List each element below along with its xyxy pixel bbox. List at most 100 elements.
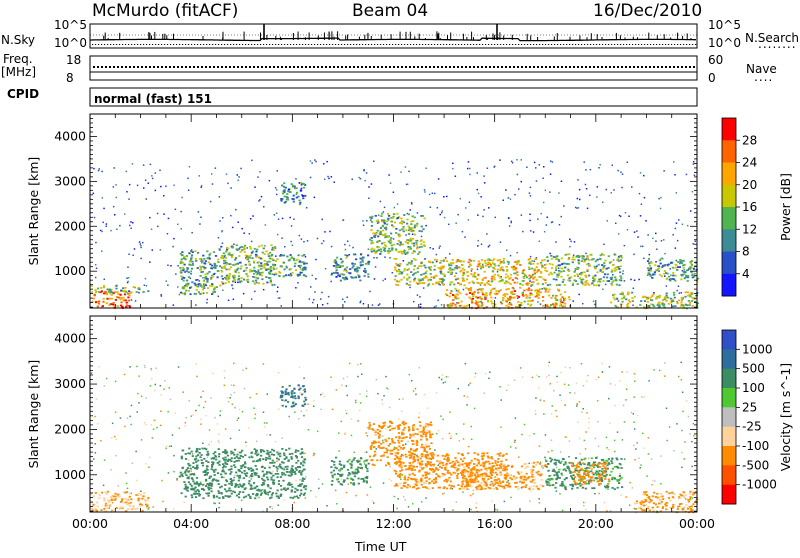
heat-cell — [290, 456, 292, 458]
heat-cell — [191, 261, 193, 263]
heat-cell — [613, 294, 615, 296]
scatter-cell — [514, 194, 516, 196]
scatter-cell — [296, 194, 298, 196]
heat-cell — [672, 275, 674, 277]
heat-cell — [394, 258, 396, 260]
heat-cell — [284, 189, 286, 191]
heat-cell — [678, 300, 680, 302]
heat-cell — [211, 466, 213, 468]
scatter-cell — [173, 238, 175, 240]
heat-cell — [220, 474, 222, 476]
scatter-cell — [212, 373, 214, 375]
scatter-cell — [598, 377, 600, 379]
freq-dot — [149, 66, 151, 68]
scatter-cell — [441, 379, 443, 381]
scatter-cell — [551, 440, 553, 442]
heat-cell — [341, 262, 343, 264]
heat-cell — [387, 213, 389, 215]
scatter-cell — [315, 278, 317, 280]
scatter-cell — [249, 477, 251, 479]
heat-cell — [198, 284, 200, 286]
freq-dot — [113, 66, 115, 68]
freq-dot — [309, 66, 311, 68]
scatter-cell — [538, 498, 540, 500]
scatter-cell — [385, 428, 387, 430]
scatter-cell — [687, 225, 689, 227]
scatter-cell — [564, 436, 566, 438]
heat-cell — [650, 270, 652, 272]
scatter-cell — [536, 180, 538, 182]
heat-cell — [138, 288, 140, 290]
heat-cell — [230, 255, 232, 257]
heat-cell — [261, 278, 263, 280]
scatter-cell — [462, 231, 464, 233]
nsearch-dot — [650, 44, 651, 45]
scatter-cell — [632, 305, 634, 307]
nsearch-dot — [674, 44, 675, 45]
scatter-cell — [614, 440, 616, 442]
heat-cell — [284, 202, 286, 204]
nsearch-dot — [203, 44, 204, 45]
heat-cell — [381, 243, 383, 245]
heat-cell — [647, 301, 649, 303]
scatter-cell — [504, 501, 506, 503]
heat-cell — [406, 264, 408, 266]
scatter-cell — [300, 188, 302, 190]
scatter-cell — [547, 217, 549, 219]
scatter-cell — [135, 300, 137, 302]
heat-cell — [540, 271, 542, 273]
scatter-cell — [643, 447, 645, 449]
heat-cell — [199, 266, 201, 268]
echo-cluster — [179, 448, 307, 500]
heat-cell — [218, 497, 220, 499]
scatter-cell — [366, 396, 368, 398]
scatter-cell — [318, 488, 320, 490]
scatter-cell — [440, 415, 442, 417]
scatter-cell — [326, 505, 328, 507]
heat-cell — [206, 292, 208, 294]
scatter-cell — [321, 243, 323, 245]
heat-cell — [294, 471, 296, 473]
heat-cell — [558, 270, 560, 272]
heat-cell — [126, 503, 128, 505]
nsearch-dot — [530, 44, 531, 45]
heat-cell — [423, 277, 425, 279]
heat-cell — [536, 266, 538, 268]
scatter-cell — [484, 392, 486, 394]
heat-cell — [219, 285, 221, 287]
freq-dot — [117, 66, 119, 68]
scatter-cell — [651, 458, 653, 460]
scatter-cell — [459, 440, 461, 442]
heat-cell — [381, 221, 383, 223]
heat-cell — [103, 508, 105, 510]
freq-dot — [561, 66, 563, 68]
heat-cell — [346, 478, 348, 480]
scatter-cell — [295, 480, 297, 482]
heat-cell — [648, 258, 650, 260]
heat-cell — [408, 226, 410, 228]
heat-cell — [181, 458, 183, 460]
scatter-cell — [456, 433, 458, 435]
heat-cell — [489, 284, 491, 286]
scatter-cell — [313, 406, 315, 408]
nsearch-dot — [161, 44, 162, 45]
heat-cell — [267, 458, 269, 460]
scatter-cell — [551, 413, 553, 415]
nsearch-dot — [362, 44, 363, 45]
heat-cell — [117, 494, 119, 496]
freq-dot — [133, 66, 135, 68]
scatter-cell — [443, 382, 445, 384]
heat-cell — [128, 305, 130, 307]
heat-cell — [276, 258, 278, 260]
heat-cell — [185, 496, 187, 498]
scatter-cell — [156, 368, 158, 370]
heat-cell — [301, 448, 303, 450]
scatter-cell — [179, 294, 181, 296]
heat-cell — [659, 274, 661, 276]
scatter-cell — [213, 502, 215, 504]
heat-cell — [592, 276, 594, 278]
heat-cell — [670, 262, 672, 264]
heat-cell — [188, 271, 190, 273]
heat-cell — [498, 265, 500, 267]
scatter-cell — [385, 278, 387, 280]
